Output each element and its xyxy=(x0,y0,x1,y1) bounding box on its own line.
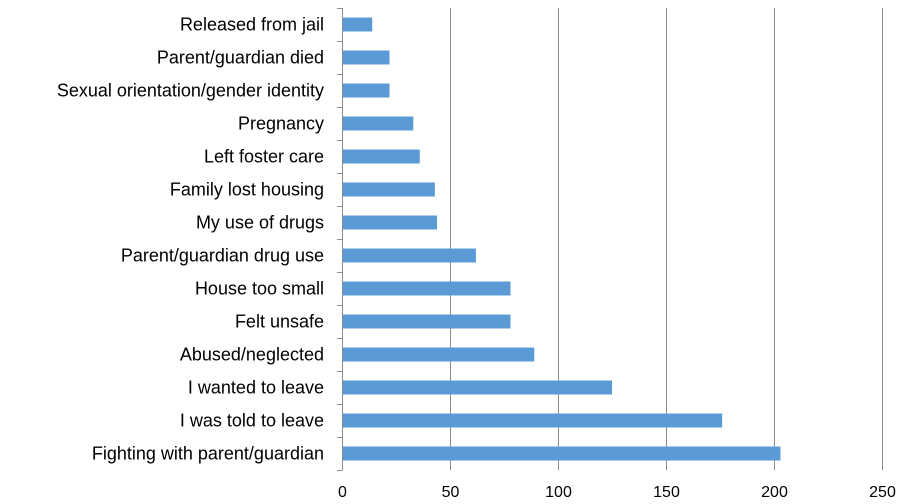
category-label: Fighting with parent/guardian xyxy=(92,444,324,464)
category-labels: Released from jail Parent/guardian died Se… xyxy=(57,15,324,464)
x-tick-label: 0 xyxy=(338,484,347,501)
x-tick-label: 250 xyxy=(869,484,896,501)
category-label: Parent/guardian died xyxy=(157,48,324,68)
bar xyxy=(343,83,390,98)
bar xyxy=(343,17,373,32)
x-tick-label: 50 xyxy=(442,484,460,501)
category-label: My use of drugs xyxy=(196,213,324,233)
category-label: Abused/neglected xyxy=(180,345,324,365)
bar xyxy=(343,149,420,164)
category-label: House too small xyxy=(195,279,324,299)
category-label: Pregnancy xyxy=(238,114,324,134)
bar xyxy=(343,380,612,395)
bar xyxy=(343,50,390,65)
bar xyxy=(343,281,511,296)
bar xyxy=(343,314,511,329)
bar xyxy=(343,182,435,197)
x-tick-label: 200 xyxy=(761,484,788,501)
bar xyxy=(343,248,476,263)
bar xyxy=(343,446,781,461)
gridlines xyxy=(450,8,883,470)
bar xyxy=(343,215,438,230)
category-label: Family lost housing xyxy=(170,180,324,200)
bar xyxy=(343,347,535,362)
category-label: Released from jail xyxy=(180,15,324,35)
y-axis xyxy=(337,8,343,471)
category-label: I was told to leave xyxy=(180,411,324,431)
x-tick-label: 100 xyxy=(545,484,572,501)
category-label: Felt unsafe xyxy=(235,312,324,332)
category-label: Sexual orientation/gender identity xyxy=(57,81,324,101)
x-tick-label: 150 xyxy=(653,484,680,501)
bar xyxy=(343,116,414,131)
category-label: Parent/guardian drug use xyxy=(121,246,324,266)
bar xyxy=(343,413,723,428)
x-tick-labels: 0 50 100 150 200 250 xyxy=(338,484,896,501)
category-label: Left foster care xyxy=(204,147,324,167)
category-label: I wanted to leave xyxy=(188,378,324,398)
bars xyxy=(343,17,781,461)
